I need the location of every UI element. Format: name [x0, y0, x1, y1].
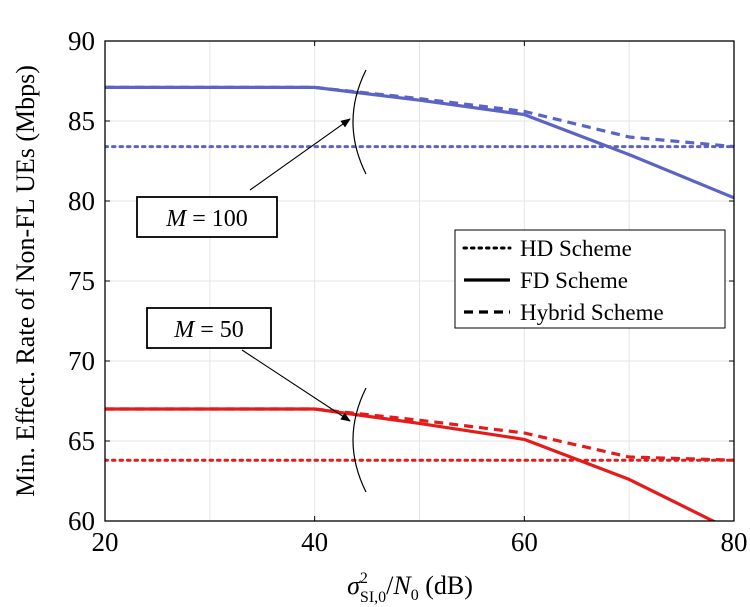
x-tick-label: 20	[92, 527, 119, 557]
x-tick-label: 60	[511, 527, 538, 557]
legend-hybrid-label: Hybrid Scheme	[520, 300, 664, 325]
svg-text:M = 100: M = 100	[165, 206, 248, 232]
series-line-m50-dashed	[105, 407, 734, 462]
y-tick-label: 75	[68, 266, 95, 296]
m50-bracket-arc	[352, 387, 367, 493]
series-line-m100-dashed	[105, 85, 734, 149]
y-tick-label: 70	[68, 346, 95, 376]
x-tick-label: 80	[721, 527, 748, 557]
ticks: 20 40 60 80 60 65 70 75 80 85 90	[68, 26, 748, 557]
x-tick-label: 40	[301, 527, 328, 557]
legend-hd-label: HD Scheme	[520, 236, 632, 261]
annotation-m100: M = 100	[136, 196, 278, 238]
m100-bracket-arc	[352, 69, 367, 175]
svg-text:M = 50: M = 50	[173, 317, 244, 343]
m50-arrow	[241, 349, 351, 422]
legend-fd-label: FD Scheme	[520, 268, 628, 293]
annotation-m50: M = 50	[146, 307, 272, 349]
y-axis-label: Min. Effect. Rate of Non-FL UEs (Mbps)	[11, 65, 40, 497]
series-layer	[105, 85, 734, 521]
m100-arrow	[249, 118, 351, 191]
y-tick-label: 60	[68, 506, 95, 536]
y-tick-label: 90	[68, 26, 95, 56]
y-tick-label: 80	[68, 186, 95, 216]
legend: HD Scheme FD Scheme Hybrid Scheme	[454, 229, 726, 329]
y-tick-label: 85	[68, 106, 95, 136]
y-tick-label: 65	[68, 426, 95, 456]
x-axis-label: σ2 SI,0/N0 (dB)	[347, 570, 473, 606]
